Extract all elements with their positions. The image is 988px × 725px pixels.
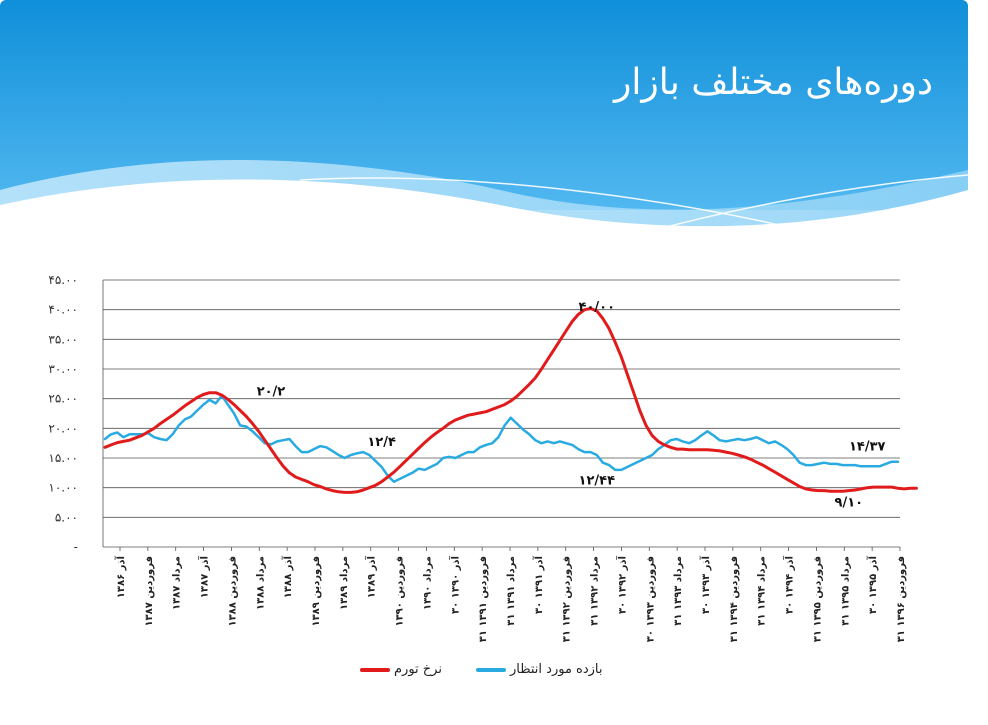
series-layer bbox=[103, 307, 918, 494]
header-background bbox=[0, 0, 968, 210]
x-tick-label: ۳۱ فروردین ۱۳۹۶ bbox=[896, 556, 907, 642]
x-tick-label: آذر ۱۳۸۹ bbox=[365, 555, 378, 598]
x-tick-label: ۳۰ آذر ۱۳۹۰ bbox=[448, 555, 461, 613]
y-tick-label: ۱۵.۰۰ bbox=[48, 451, 78, 465]
header-banner bbox=[0, 0, 969, 270]
y-tick-label: ۳۰.۰۰ bbox=[48, 362, 78, 376]
annotation-layer: ۲۰/۲ ۱۲/۴ ۴۰/۰۰ ۱۲/۴۴ ۱۴/۳۷ ۹/۱۰ bbox=[257, 300, 886, 511]
x-tick-label: مرداد ۱۳۸۷ bbox=[172, 556, 183, 610]
x-tick-label: آذر ۱۳۸۶ bbox=[114, 555, 127, 598]
legend-label-inflation: نرخ تورم bbox=[394, 662, 442, 677]
y-tick-label: ۱۰.۰۰ bbox=[48, 481, 78, 495]
series-line-inflation bbox=[103, 307, 918, 494]
y-tick-label: ۳۵.۰۰ bbox=[48, 332, 78, 346]
x-tick-label: ۳۱ مرداد ۱۳۹۴ bbox=[757, 556, 768, 626]
y-tick-label: ۲۵.۰۰ bbox=[48, 392, 78, 406]
x-tick-label: ۳۱ مرداد ۱۳۹۳ bbox=[673, 556, 684, 626]
legend: بازده مورد انتظار نرخ تورم bbox=[360, 662, 603, 677]
x-tick-label: ۳۱ فروردین ۱۳۹۵ bbox=[812, 556, 823, 642]
x-tick-label: ۳۰ آذر ۱۳۹۲ bbox=[615, 555, 628, 613]
series-line-expected-return bbox=[103, 394, 900, 483]
y-tick-label: - bbox=[74, 540, 78, 554]
data-annotation: ۴۰/۰۰ bbox=[579, 300, 616, 315]
data-annotation: ۱۲/۴۴ bbox=[579, 474, 616, 489]
x-tick-label: مرداد ۱۳۹۰ bbox=[422, 556, 433, 610]
y-tick-label: ۴۵.۰۰ bbox=[48, 273, 78, 287]
slide-title: دوره‌های مختلف بازار bbox=[613, 62, 933, 103]
x-tick-label: ۳۱ مرداد ۱۳۹۲ bbox=[590, 556, 601, 626]
data-annotation: ۱۲/۴ bbox=[367, 435, 396, 450]
x-tick-label: ۳۰ فروردین ۱۳۹۳ bbox=[645, 556, 656, 642]
header-wave-line-1 bbox=[299, 177, 881, 251]
x-axis: آذر ۱۳۸۶ فروردین ۱۳۸۷ مرداد ۱۳۸۷ آذر ۱۳۸۷ فر… bbox=[114, 547, 907, 642]
data-annotation: ۹/۱۰ bbox=[835, 496, 864, 511]
x-tick-label: فروردین ۱۳۸۹ bbox=[311, 556, 322, 627]
legend-item-expected-return: بازده مورد انتظار bbox=[475, 662, 603, 677]
y-tick-label: ۵.۰۰ bbox=[55, 510, 78, 524]
data-annotation: ۲۰/۲ bbox=[257, 385, 286, 400]
x-tick-label: ۳۰ آذر ۱۳۹۱ bbox=[532, 555, 545, 613]
y-tick-label: ۴۰.۰۰ bbox=[48, 303, 78, 317]
legend-swatch-red bbox=[360, 667, 390, 672]
data-annotation: ۱۴/۳۷ bbox=[849, 439, 886, 454]
x-tick-label: آذر ۱۳۸۷ bbox=[198, 555, 211, 598]
x-tick-label: ۳۱ مرداد ۱۳۹۱ bbox=[506, 556, 517, 626]
x-tick-label: ۳۱ فروردین ۱۳۹۴ bbox=[729, 556, 740, 642]
x-tick-label: مرداد ۱۳۸۸ bbox=[255, 556, 266, 610]
x-tick-label: فروردین ۱۳۸۸ bbox=[227, 556, 238, 627]
x-tick-label: ۳۱ فروردین ۱۳۹۱ bbox=[478, 556, 489, 642]
x-tick-label: ۳۰ آذر ۱۳۹۳ bbox=[699, 555, 712, 613]
x-tick-label: فروردین ۱۳۸۷ bbox=[144, 556, 155, 627]
x-tick-label: ۳۱ مرداد ۱۳۹۵ bbox=[840, 556, 851, 626]
legend-label-expected-return: بازده مورد انتظار bbox=[509, 662, 603, 677]
x-tick-label: ۳۰ آذر ۱۳۹۴ bbox=[783, 555, 796, 613]
x-tick-label: ۳۱ فروردین ۱۳۹۲ bbox=[562, 556, 573, 642]
legend-swatch-blue bbox=[475, 667, 506, 672]
header-wave-line-2 bbox=[599, 174, 969, 246]
y-axis: - ۵.۰۰ ۱۰.۰۰ ۱۵.۰۰ ۲۰.۰۰ ۲۵.۰۰ ۳۰.۰۰ ۳۵.۰۰ ۴۰.۰۰… bbox=[48, 273, 78, 554]
y-tick-label: ۲۰.۰۰ bbox=[48, 421, 78, 435]
x-tick-label: مرداد ۱۳۸۹ bbox=[339, 556, 350, 610]
x-tick-label: ۳۰ آذر ۱۳۹۵ bbox=[866, 555, 879, 613]
grid-layer bbox=[102, 279, 900, 548]
header-wave-white bbox=[0, 179, 968, 270]
x-tick-label: فروردین ۱۳۹۰ bbox=[395, 556, 406, 627]
legend-item-inflation: نرخ تورم bbox=[360, 662, 442, 677]
x-tick-label: آذر ۱۳۸۸ bbox=[281, 555, 294, 598]
